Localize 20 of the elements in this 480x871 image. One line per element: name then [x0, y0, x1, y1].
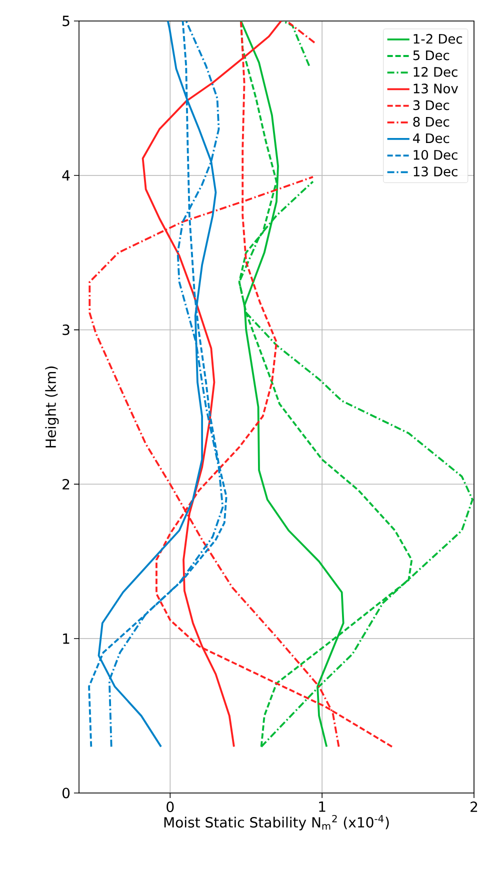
x-tick-label: 2: [470, 802, 478, 812]
legend-label: 10 Dec: [414, 150, 458, 160]
legend-label: 5 Dec: [413, 50, 450, 60]
x-axis-title: Moist Static Stability N$_{m}$$^{2}$ (x10$^{-4}$): [164, 814, 389, 830]
x-tick-label: 0: [166, 802, 174, 812]
y-tick-label: 4: [62, 170, 70, 180]
legend-label: 13 Dec: [414, 166, 458, 176]
y-tick-label: 3: [62, 324, 70, 336]
x-tick-label: 1: [319, 802, 326, 812]
y-tick-label: 0: [62, 788, 70, 798]
y-tick-label: 2: [62, 479, 70, 490]
legend-label: 1-2 Dec: [414, 34, 462, 44]
legend-label: 13 Nov: [414, 84, 458, 94]
y-tick-label: 5: [62, 16, 70, 26]
y-tick-label: 1: [63, 634, 70, 644]
legend-label: 12 Dec: [414, 66, 458, 77]
legend-label: 8 Dec: [413, 116, 450, 127]
legend-label: 3 Dec: [413, 100, 450, 110]
y-axis-title: Height (km): [45, 366, 59, 448]
legend-label: 4 Dec: [413, 133, 450, 144]
